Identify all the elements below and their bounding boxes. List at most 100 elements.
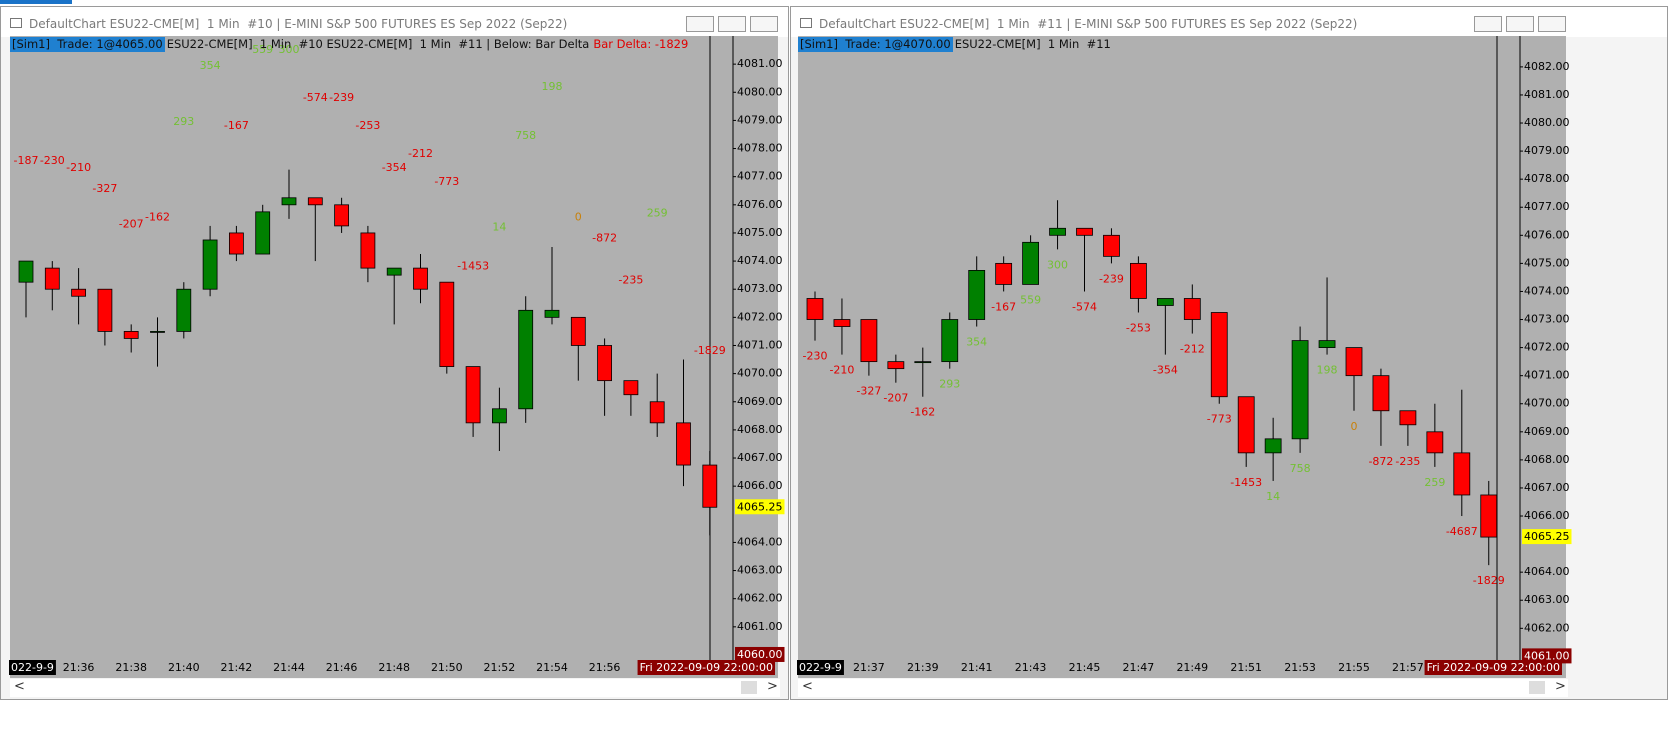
- candle-body: [307, 197, 323, 206]
- candle-body: [1156, 298, 1174, 306]
- delta-label: 300: [279, 43, 300, 56]
- delta-label: 0: [1351, 420, 1358, 433]
- delta-label: -773: [1207, 413, 1232, 426]
- close-button[interactable]: [1538, 16, 1566, 32]
- x-tick-label: Fri 2022-09-09 22:00:00: [640, 661, 773, 674]
- account-label: [Sim1] Trade: 1@4070.00: [798, 37, 953, 52]
- candle-body: [1318, 340, 1336, 348]
- delta-label: -167: [224, 119, 249, 132]
- y-tick-label: 4076.00: [1524, 228, 1570, 241]
- indicator-label: Bar Delta: -1829: [593, 37, 689, 51]
- y-tick-label: 4069.00: [1524, 425, 1570, 438]
- delta-label: 293: [173, 115, 194, 128]
- candle-body: [386, 267, 402, 276]
- delta-label: 354: [966, 336, 987, 349]
- candle-body: [1210, 312, 1228, 398]
- label-box: [735, 646, 785, 662]
- y-tick-label: 4078.00: [1524, 172, 1570, 185]
- label-box: [1522, 648, 1572, 664]
- window-icon: [800, 18, 812, 28]
- candle-body: [1480, 494, 1498, 538]
- delta-label: -1829: [694, 344, 726, 357]
- minimize-button[interactable]: [686, 16, 714, 32]
- candle-body: [623, 380, 639, 396]
- x-tick-label: 21:47: [1123, 661, 1155, 674]
- candle-body: [995, 262, 1013, 285]
- y-tick-label: 4068.00: [1524, 453, 1570, 466]
- y-tick-label: 4078.00: [737, 142, 783, 155]
- x-tick-label: 21:39: [907, 661, 939, 674]
- candle-body: [1291, 340, 1309, 440]
- y-tick-label: 4081.00: [1524, 88, 1570, 101]
- window-icon: [10, 18, 22, 28]
- y-tick-label: 4071.00: [1524, 369, 1570, 382]
- y-tick-label: 4062.00: [737, 592, 783, 605]
- candle-body: [150, 331, 165, 333]
- bottom-price-label: 4061.00: [1524, 649, 1570, 662]
- y-tick-label: 4069.00: [737, 395, 783, 408]
- candle-body: [1049, 227, 1066, 236]
- y-tick-label: 4072.00: [1524, 341, 1570, 354]
- y-tick-label: 4075.00: [1524, 256, 1570, 269]
- delta-label: -162: [910, 406, 935, 419]
- minimize-button[interactable]: [1474, 16, 1502, 32]
- y-tick-label: 4063.00: [737, 564, 783, 577]
- x-tick-label: 21:49: [1176, 661, 1208, 674]
- y-tick-label: 4076.00: [737, 198, 783, 211]
- delta-label: -327: [856, 385, 881, 398]
- y-tick-label: 4068.00: [737, 423, 783, 436]
- y-tick-label: 4077.00: [737, 170, 783, 183]
- chart-header: [Sim1] Trade: 1@4070.00 ESU22-CME[M] 1 M…: [798, 37, 1113, 52]
- delta-label: -574: [303, 91, 328, 104]
- maximize-button[interactable]: [1506, 16, 1534, 32]
- y-tick-label: 4082.00: [1524, 60, 1570, 73]
- candle-body: [413, 267, 428, 290]
- x-tick-label: 21:36: [63, 661, 95, 674]
- symbol-label: ESU22-CME[M] 1 Min #11: [954, 37, 1111, 51]
- candle-body: [18, 260, 34, 283]
- y-tick-label: 4079.00: [737, 113, 783, 126]
- scrollbar[interactable]: < >: [798, 679, 1568, 697]
- y-tick-label: 4066.00: [737, 479, 783, 492]
- candle-body: [255, 211, 271, 255]
- maximize-button[interactable]: [718, 16, 746, 32]
- candle-body: [97, 288, 113, 332]
- candle-body: [914, 361, 932, 364]
- x-tick-label: 21:55: [1338, 661, 1370, 674]
- y-tick-label: 4062.00: [1524, 621, 1570, 634]
- candle-body: [176, 288, 192, 332]
- label-box: [1522, 529, 1572, 545]
- x-tick-label: 21:56: [589, 661, 621, 674]
- account-label: [Sim1] Trade: 1@4065.00: [10, 37, 165, 52]
- x-tick-label: 21:45: [1069, 661, 1101, 674]
- y-tick-label: 4070.00: [1524, 397, 1570, 410]
- x-tick-label: Fri 2022-09-09 22:00:00: [1427, 661, 1560, 674]
- label-box: [735, 499, 785, 515]
- delta-label: -1829: [1473, 574, 1505, 587]
- candle-body: [1076, 227, 1093, 236]
- close-button[interactable]: [750, 16, 778, 32]
- candle-body: [228, 232, 244, 255]
- candle-body: [544, 309, 560, 318]
- candle-body: [860, 319, 878, 363]
- delta-label: -253: [355, 119, 380, 132]
- delta-label: -574: [1072, 300, 1097, 313]
- candle-body: [465, 366, 481, 424]
- x-tick-label: 21:44: [273, 661, 305, 674]
- y-tick-label: 4066.00: [1524, 509, 1570, 522]
- delta-label: -872: [592, 231, 617, 244]
- scrollbar[interactable]: < >: [10, 679, 780, 697]
- delta-label: 354: [200, 59, 221, 72]
- delta-label: -207: [119, 217, 144, 230]
- candle-body: [360, 232, 376, 269]
- y-tick-label: 4070.00: [737, 367, 783, 380]
- y-tick-label: 4063.00: [1524, 593, 1570, 606]
- candle-body: [281, 197, 297, 206]
- candle-body: [1022, 241, 1039, 285]
- candle-body: [1264, 438, 1282, 454]
- delta-label: -230: [803, 350, 828, 363]
- candle-body: [806, 298, 824, 320]
- delta-label: -235: [618, 274, 643, 287]
